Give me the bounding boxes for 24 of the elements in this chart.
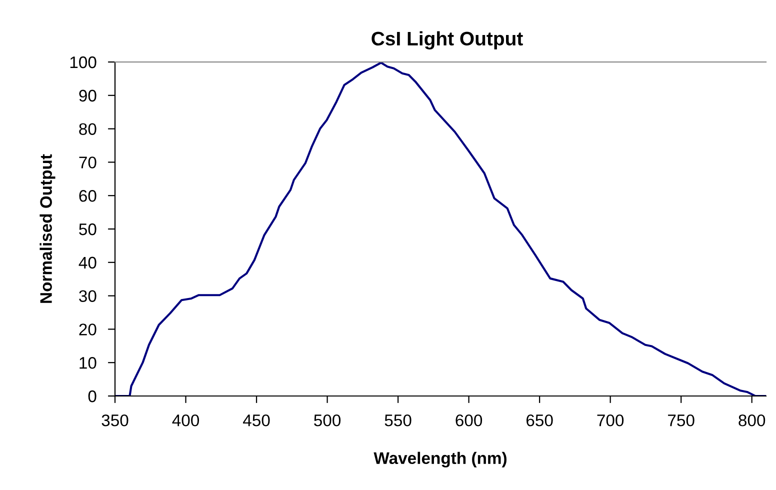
y-tick-label: 100 [70,56,96,68]
y-tick-label: 40 [78,256,96,269]
y-tick-label: 30 [79,290,96,302]
chart-title: CsI Light Output [372,31,523,50]
y-tick-label: 0 [88,390,96,402]
x-tick-label: 400 [172,414,200,426]
x-axis-title: Wavelength (nm) [374,452,506,468]
x-tick-label: 600 [456,414,482,426]
y-tick-label: 60 [79,190,96,202]
x-tick-label: 650 [526,414,553,426]
y-axis-title: Normalised Output [40,154,56,303]
y-tick-label: 70 [79,156,96,168]
y-tick-label: 80 [79,123,96,136]
y-tick-label: 10 [80,357,96,369]
x-tick-label: 800 [738,414,766,426]
y-tick-label: 20 [79,324,96,336]
y-tick-label: 50 [79,223,96,236]
x-tick-label: 550 [384,414,412,426]
x-tick-label: 450 [243,414,270,426]
x-tick-label: 500 [314,414,341,426]
x-tick-label: 750 [668,414,694,426]
x-tick-label: 350 [102,414,128,426]
y-tick-label: 90 [79,90,96,102]
x-tick-label: 700 [597,414,624,426]
